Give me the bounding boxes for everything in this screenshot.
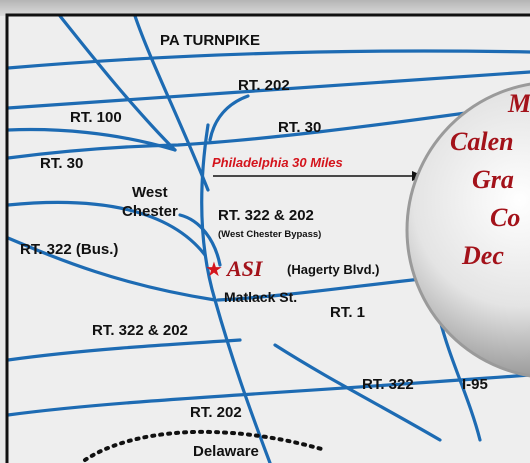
road-rt322-bus	[6, 200, 207, 257]
info-circle	[405, 82, 530, 378]
map-frame	[5, 13, 530, 463]
circle-line-2: Calen	[450, 127, 514, 156]
label-rt202-top: RT. 202	[238, 77, 290, 94]
label-chester: Chester	[122, 203, 178, 220]
label-bypass: (West Chester Bypass)	[218, 229, 321, 240]
circle-text: M Calen Gra Co Dec	[450, 89, 530, 270]
label-i95: I-95	[462, 376, 488, 393]
road-upper-diagonal	[58, 14, 177, 152]
delaware-border	[83, 429, 327, 462]
top-band	[0, 0, 530, 16]
label-matlack: Matlack St.	[224, 289, 297, 305]
road-rt322-lower	[273, 343, 442, 442]
label-pa-turnpike: PA TURNPIKE	[160, 32, 260, 49]
label-rt322-202-lower: RT. 322 & 202	[92, 322, 188, 339]
label-asi: ASI	[225, 256, 264, 281]
road-network	[6, 14, 530, 463]
label-rt322-bus: RT. 322 (Bus.)	[20, 241, 118, 258]
road-rt30	[6, 102, 530, 160]
circle-line-5: Dec	[461, 241, 504, 270]
circle-line-4: Co	[490, 203, 520, 232]
road-bottom-sweep	[6, 373, 530, 417]
label-delaware: Delaware	[193, 443, 259, 460]
label-rt30-left: RT. 30	[40, 155, 83, 172]
label-philadelphia: Philadelphia 30 Miles	[212, 155, 343, 170]
label-rt322-202: RT. 322 & 202	[218, 207, 314, 224]
label-rt1: RT. 1	[330, 304, 365, 321]
label-rt100: RT. 100	[70, 109, 122, 126]
road-rt100	[133, 14, 210, 192]
label-rt322: RT. 322	[362, 376, 414, 393]
circle-line-1: M	[507, 89, 530, 118]
label-rt30-mid: RT. 30	[278, 119, 321, 136]
road-connector	[178, 213, 222, 267]
circle-line-3: Gra	[472, 165, 514, 194]
label-hagerty: (Hagerty Blvd.)	[287, 262, 379, 277]
label-west: West	[132, 184, 168, 201]
label-rt202-bottom: RT. 202	[190, 404, 242, 421]
road-rt322-202-lower	[6, 236, 217, 302]
road-pa-turnpike	[6, 49, 530, 70]
asi-star-icon: ★	[205, 257, 223, 281]
road-rt202-upper	[6, 70, 530, 110]
road-rt202-branch	[208, 94, 250, 142]
road-rt30-left	[6, 127, 177, 152]
road-lower-horizontal	[6, 338, 242, 362]
